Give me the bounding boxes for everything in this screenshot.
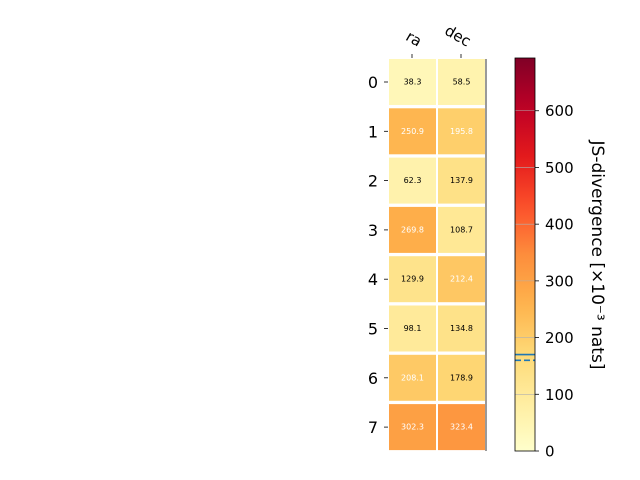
heatmap-cell [389, 404, 436, 451]
row-label-1: 1 [368, 122, 378, 141]
colorbar-tick-label: 200 [545, 329, 574, 347]
cell-value-label: 195.8 [450, 127, 473, 136]
row-label-6: 6 [368, 369, 378, 388]
cell-value-label: 108.7 [450, 225, 473, 234]
row-label-5: 5 [368, 320, 378, 339]
colorbar-gradient [515, 58, 535, 451]
colorbar-tick-label: 300 [545, 272, 574, 290]
heatmap-cell [389, 59, 436, 105]
row-label-4: 4 [368, 270, 378, 289]
cell-value-label: 250.9 [401, 127, 424, 136]
heatmap-cells: 38.3 58.5 250.9 195.8 62.3 137.9 269.8 108.7 129… [389, 59, 485, 451]
colorbar-frame [514, 57, 536, 452]
cell-value-label: 269.8 [401, 225, 424, 234]
cell-value-label: 137.9 [450, 176, 473, 185]
row-label-7: 7 [368, 418, 378, 437]
cell-value-label: 208.1 [401, 373, 424, 382]
heatmap-cell [389, 354, 436, 401]
row-label-3: 3 [368, 221, 378, 240]
heatmap-cell [438, 206, 485, 253]
cell-value-label: 134.8 [450, 324, 473, 333]
heatmap-cell [438, 404, 485, 451]
column-label-ra: ra [403, 27, 425, 50]
cell-value-label: 212.4 [450, 275, 473, 284]
row-label-2: 2 [368, 172, 378, 191]
heatmap-cell [438, 305, 485, 352]
cell-value-label: 302.3 [401, 423, 424, 432]
cell-value-label: 58.5 [453, 78, 471, 87]
column-labels: ra dec [403, 21, 474, 58]
cell-value-label: 178.9 [450, 373, 473, 382]
cell-value-label: 323.4 [450, 423, 473, 432]
row-label-0: 0 [368, 73, 378, 92]
colorbar: 0 100 200 300 400 500 600 [514, 57, 574, 461]
heatmap-cell [438, 354, 485, 401]
heatmap-cell [389, 206, 436, 253]
cell-value-label: 98.1 [404, 324, 422, 333]
cell-value-label: 62.3 [404, 176, 422, 185]
heatmap-cell [438, 59, 485, 105]
heatmap-cell [389, 256, 436, 303]
heatmap-cell [389, 305, 436, 352]
colorbar-title: JS-divergence [×10⁻³ nats] [587, 140, 607, 370]
column-label-dec: dec [442, 21, 474, 50]
heatmap-cell [438, 256, 485, 303]
cell-value-label: 129.9 [401, 275, 424, 284]
heatmap-cell [438, 157, 485, 204]
heatmap-cell [389, 157, 436, 204]
heatmap-cell [438, 108, 485, 155]
colorbar-tick-label: 100 [545, 386, 574, 404]
colorbar-tick-label: 500 [545, 159, 574, 177]
colorbar-tick-label: 600 [545, 102, 574, 120]
colorbar-tick-label: 400 [545, 216, 574, 234]
row-labels: 0 1 2 3 4 5 6 7 [368, 73, 388, 437]
cell-value-label: 38.3 [404, 78, 422, 87]
heatmap-cell [389, 108, 436, 155]
colorbar-tick-label: 0 [545, 443, 555, 461]
